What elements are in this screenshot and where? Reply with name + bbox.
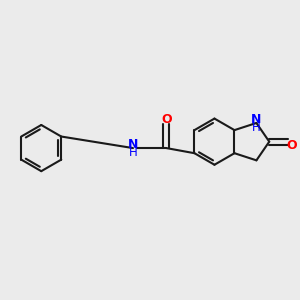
Text: N: N [128, 138, 138, 151]
Text: H: H [129, 146, 137, 159]
Text: H: H [252, 121, 261, 134]
Text: O: O [287, 139, 297, 152]
Text: O: O [161, 113, 172, 126]
Text: N: N [251, 113, 262, 126]
